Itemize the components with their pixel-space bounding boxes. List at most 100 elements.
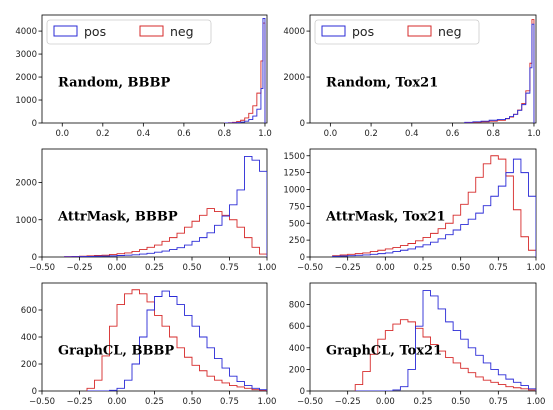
histogram-pos-series bbox=[224, 18, 266, 123]
panel-label: GraphCL, BBBP bbox=[58, 343, 174, 358]
x-tick-label: −0.25 bbox=[66, 397, 92, 407]
x-tick-label: 0.75 bbox=[220, 397, 239, 407]
histogram-neg-series bbox=[354, 319, 536, 391]
y-tick-label: 0 bbox=[32, 253, 37, 263]
x-tick-label: 0.8 bbox=[486, 129, 500, 139]
x-tick-label: −0.50 bbox=[29, 263, 55, 273]
y-tick-label: 4000 bbox=[283, 27, 305, 37]
y-tick-label: 1000 bbox=[15, 96, 37, 106]
x-tick-label: 0.50 bbox=[451, 263, 470, 273]
x-tick-label: 0.75 bbox=[489, 397, 508, 407]
y-tick-label: 2000 bbox=[283, 73, 305, 83]
y-tick-label: 500 bbox=[289, 219, 305, 229]
x-tick-label: −0.50 bbox=[297, 397, 323, 407]
x-tick-label: 0.75 bbox=[489, 263, 508, 273]
x-tick-label: 0.6 bbox=[177, 129, 191, 139]
y-tick-label: 0 bbox=[300, 387, 305, 397]
panel-label: Random, BBBP bbox=[58, 75, 171, 90]
x-tick-label: 0.00 bbox=[376, 263, 395, 273]
histogram-neg-series bbox=[332, 155, 536, 257]
legend: pos neg bbox=[46, 19, 212, 45]
histogram-neg-series bbox=[86, 289, 267, 391]
y-tick-label: 400 bbox=[21, 333, 37, 343]
histogram-neg-series bbox=[223, 22, 266, 123]
panel-1: 0.0 0.2 0.4 0.6 0.8 1.0 0 1000 2000 3000 4000 Rando… bbox=[15, 14, 272, 139]
y-tick-label: 4000 bbox=[15, 27, 37, 37]
y-tick-label: 750 bbox=[289, 202, 305, 212]
legend-label-pos: pos bbox=[84, 24, 106, 39]
legend-label-pos: pos bbox=[352, 24, 374, 39]
legend-swatch-neg bbox=[407, 25, 432, 37]
x-tick-label: 0.4 bbox=[405, 129, 419, 139]
y-tick-label: 0 bbox=[300, 253, 305, 263]
y-tick-label: 1000 bbox=[15, 216, 37, 226]
x-tick-label: 0.00 bbox=[108, 397, 127, 407]
legend-label-neg: neg bbox=[170, 24, 194, 39]
panel-label: Random, Tox21 bbox=[326, 75, 438, 90]
x-tick-label: 0.0 bbox=[56, 129, 70, 139]
x-tick-label: 1.0 bbox=[527, 129, 541, 139]
y-tick-label: 200 bbox=[21, 360, 37, 370]
x-tick-label: −0.25 bbox=[335, 397, 361, 407]
plot-frame bbox=[41, 14, 268, 124]
plot-frame bbox=[309, 14, 537, 124]
x-tick-label: 0.2 bbox=[364, 129, 378, 139]
histogram-pos-series bbox=[64, 156, 267, 257]
histogram-pos-series bbox=[464, 23, 535, 123]
y-tick-label: 400 bbox=[289, 344, 305, 354]
y-tick-label: 600 bbox=[21, 306, 37, 316]
y-tick-label: 1250 bbox=[283, 169, 305, 179]
y-tick-label: 0 bbox=[32, 119, 37, 129]
legend-swatch-pos bbox=[321, 25, 346, 37]
x-tick-label: 0.00 bbox=[108, 263, 127, 273]
x-tick-label: 0.50 bbox=[451, 397, 470, 407]
y-tick-label: 2000 bbox=[15, 179, 37, 189]
y-tick-label: 1500 bbox=[283, 152, 305, 162]
x-tick-label: 0.75 bbox=[220, 263, 239, 273]
y-tick-label: 250 bbox=[289, 236, 305, 246]
x-tick-label: −0.25 bbox=[66, 263, 92, 273]
y-tick-label: 600 bbox=[289, 322, 305, 332]
panel-label: AttrMask, BBBP bbox=[57, 209, 178, 224]
y-tick-label: 200 bbox=[289, 365, 305, 375]
x-tick-label: 0.00 bbox=[376, 397, 395, 407]
histogram-pos-series bbox=[332, 158, 536, 257]
x-tick-label: 0.50 bbox=[183, 263, 202, 273]
x-tick-label: 1.00 bbox=[258, 263, 277, 273]
histogram-pos-series bbox=[87, 290, 267, 391]
x-tick-label: 0.25 bbox=[145, 397, 164, 407]
plot-frame bbox=[41, 148, 268, 258]
x-tick-label: 0.4 bbox=[137, 129, 151, 139]
legend-label-neg: neg bbox=[438, 24, 462, 39]
legend-box bbox=[314, 19, 480, 45]
x-tick-label: 0.0 bbox=[324, 129, 338, 139]
panel-4: −0.50 −0.25 0.00 0.25 0.50 0.75 1.00 0 250 500 750… bbox=[283, 148, 546, 273]
x-tick-label: 0.25 bbox=[145, 263, 164, 273]
x-tick-label: −0.25 bbox=[335, 263, 361, 273]
x-tick-label: 0.8 bbox=[218, 129, 232, 139]
x-tick-label: 1.00 bbox=[527, 263, 546, 273]
legend: pos neg bbox=[314, 19, 480, 45]
panel-6: −0.50 −0.25 0.00 0.25 0.50 0.75 1.00 0 200 400 600… bbox=[289, 282, 545, 407]
x-tick-label: 0.50 bbox=[183, 397, 202, 407]
x-tick-label: 0.6 bbox=[446, 129, 460, 139]
x-tick-label: −0.50 bbox=[29, 397, 55, 407]
x-tick-label: −0.50 bbox=[297, 263, 323, 273]
panel-label: AttrMask, Tox21 bbox=[325, 209, 446, 224]
x-tick-label: 0.25 bbox=[414, 263, 433, 273]
legend-swatch-pos bbox=[53, 25, 78, 37]
legend-swatch-neg bbox=[139, 25, 164, 37]
panel-3: −0.50 −0.25 0.00 0.25 0.50 0.75 1.00 0 1000 2000 A… bbox=[15, 148, 277, 273]
y-tick-label: 0 bbox=[300, 119, 305, 129]
panel-2: 0.0 0.2 0.4 0.6 0.8 1.0 0 2000 4000 Random, Tox21… bbox=[283, 14, 541, 139]
x-tick-label: 0.25 bbox=[414, 397, 433, 407]
panel-5: −0.50 −0.25 0.00 0.25 0.50 0.75 1.00 0 200 400 600… bbox=[21, 282, 276, 407]
x-tick-label: 1.0 bbox=[258, 129, 272, 139]
y-tick-label: 0 bbox=[32, 387, 37, 397]
histogram-pos-series bbox=[355, 290, 536, 391]
x-tick-label: 0.2 bbox=[96, 129, 110, 139]
y-tick-label: 800 bbox=[289, 301, 305, 311]
y-tick-label: 2000 bbox=[15, 73, 37, 83]
histogram-neg-series bbox=[64, 208, 267, 257]
